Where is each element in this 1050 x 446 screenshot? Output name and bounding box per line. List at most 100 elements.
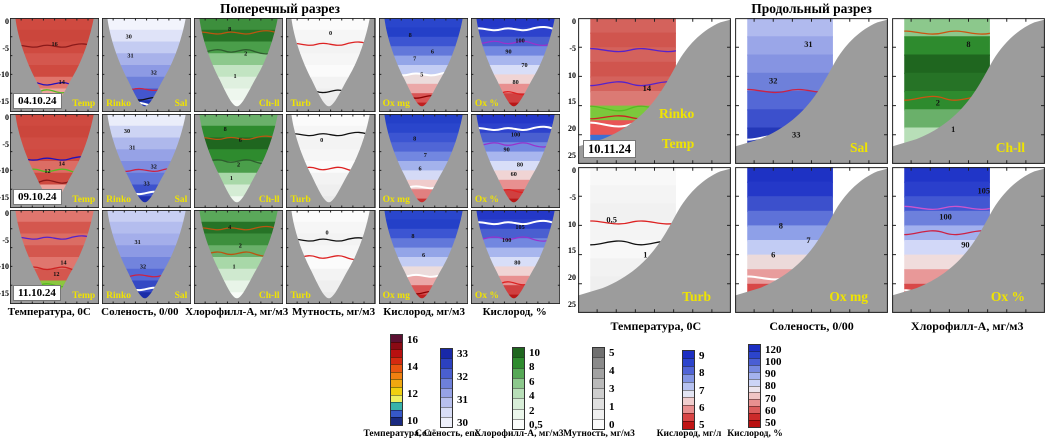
svg-text:32: 32 — [151, 69, 157, 76]
svg-text:8: 8 — [779, 221, 783, 230]
svg-text:8: 8 — [966, 40, 970, 49]
contour-plot-canvas: 8 7 6 5 — [378, 18, 468, 112]
contour-plot-canvas: 0,51 — [578, 167, 731, 313]
y-tick: -5 — [2, 235, 9, 245]
svg-text:1: 1 — [643, 251, 647, 260]
y-tick: 15 — [568, 97, 576, 107]
svg-text:12: 12 — [53, 271, 59, 278]
colorbar-caption: Мутность, мг/м3 — [563, 429, 635, 439]
colorbar-segment — [391, 371, 402, 380]
contour-plot: 8 6 Ox mg — [378, 210, 468, 304]
colorbar-ticks: 16 14 12 10 — [407, 334, 418, 428]
svg-text:30: 30 — [126, 34, 132, 41]
colorbar-tick: 4 — [529, 390, 535, 403]
plot-sensor-label: Sal — [174, 98, 188, 109]
plot-sensor-label: Ox mg — [382, 194, 410, 205]
colorbar-segment — [513, 348, 524, 358]
colorbar-segment — [749, 413, 760, 421]
colorbar-segment — [391, 409, 402, 418]
y-tick: -5 — [569, 192, 576, 202]
plot-sensor-label: Ox % — [474, 290, 499, 301]
svg-text:7: 7 — [806, 236, 810, 245]
plot-sensor-label: Ch-ll — [995, 139, 1025, 155]
y-tick: 25 — [568, 299, 576, 309]
colorbar-segment — [593, 377, 604, 388]
y-tick: 10 — [568, 70, 576, 80]
y-tick: 10 — [568, 219, 576, 229]
colorbar-tick: 9 — [699, 350, 705, 362]
colorbar-segment — [441, 357, 452, 368]
svg-text:0,5: 0,5 — [606, 216, 617, 225]
svg-text:14: 14 — [643, 84, 651, 93]
y-tick: -10 — [0, 70, 9, 80]
plot-sensor-label: Sal — [849, 139, 868, 155]
plot-sensor-label: Ch-ll — [258, 194, 280, 205]
contour-plot-canvas: 0 — [286, 114, 376, 208]
colorbar-segment — [391, 387, 402, 395]
y-tick: 0 — [5, 113, 9, 122]
colorbar-tick: 16 — [407, 334, 418, 346]
plot-sensor-label: Ox % — [474, 98, 499, 109]
contour-plot: 100 90 80 60 Ox % — [470, 114, 560, 208]
svg-text:14: 14 — [59, 161, 66, 168]
contour-plot-canvas: 86 — [378, 210, 468, 304]
colorbar-segment — [593, 348, 604, 358]
plot-sensor-label: Temp — [72, 98, 96, 109]
colorbar-segment — [441, 397, 452, 408]
colorbar-segment — [749, 350, 760, 358]
colorbar-segment — [683, 421, 694, 430]
contour-plot-canvas: 30 31 32 33 — [102, 114, 192, 208]
colorbar-tick: 70 — [765, 392, 776, 405]
plot-sensor-label: Temp — [72, 194, 96, 205]
y-tick: 0 — [5, 209, 9, 218]
svg-text:7: 7 — [413, 55, 417, 62]
contour-plot: 8 7 6 Ox mg — [378, 114, 468, 208]
svg-text:2: 2 — [244, 50, 247, 57]
colorbar-tick: 1 — [609, 401, 615, 413]
plot-sensor-label: Rinko — [106, 98, 131, 109]
plot-sensor-label: Sal — [174, 194, 188, 205]
colorbar-caption: Температура, С — [363, 429, 431, 439]
colorbar-segment — [441, 387, 452, 398]
contour-plot-canvas: 0 — [286, 18, 376, 112]
contour-plot-canvas: 8 2 1 — [892, 18, 1045, 164]
colorbar — [440, 348, 453, 428]
colorbar-segment — [749, 399, 760, 407]
contour-plot: 4 2 1 Ch-ll — [194, 210, 284, 304]
colorbar-segment — [749, 392, 760, 400]
colorbar-tick: 32 — [457, 371, 468, 383]
svg-text:5: 5 — [420, 71, 423, 78]
svg-text:12: 12 — [44, 168, 50, 175]
transverse-variable-labels: Температура, 0С Соленость, 0/00 Хлорофилл-… — [4, 306, 560, 318]
colorbar-tick: 90 — [765, 368, 776, 381]
svg-text:32: 32 — [769, 77, 777, 86]
colorbar-segment — [391, 379, 402, 388]
svg-text:105: 105 — [515, 224, 524, 231]
colorbar-segment — [593, 418, 604, 429]
colorbar-tick: 6 — [529, 375, 535, 388]
contour-plot-canvas: 0 — [286, 210, 376, 304]
contour-plot: 0,5 1 Turb — [578, 167, 731, 313]
svg-text:0: 0 — [326, 229, 329, 236]
column-label: Кислород, мг/м3 — [383, 306, 466, 318]
contour-plot: 30 31 32 Rinko Sal — [102, 18, 192, 112]
contour-plot: 0 Turb — [286, 114, 376, 208]
contour-plot-canvas: 105 100 90 — [892, 167, 1045, 313]
y-tick: -15 — [0, 192, 9, 202]
plot-sensor-label: Temp — [661, 135, 695, 151]
y-tick: -15 — [0, 288, 9, 298]
plot-sensor-label: Sal — [174, 290, 188, 301]
plot-sensor-label: Rinko — [106, 290, 131, 301]
svg-text:31: 31 — [804, 40, 812, 49]
colorbar-segment — [513, 418, 524, 429]
svg-text:6: 6 — [431, 49, 435, 56]
plot-sensor-label: Turb — [290, 98, 311, 109]
colorbar-segment — [391, 335, 402, 342]
colorbar-segment — [513, 398, 524, 409]
contour-plot: 8 2 1 Ch-ll — [194, 18, 284, 112]
plot-sensor-label: Ch-ll — [258, 290, 280, 301]
colorbar-segment — [749, 345, 760, 351]
svg-text:8: 8 — [413, 135, 416, 142]
y-tick: 25 — [568, 150, 576, 160]
svg-text:1: 1 — [234, 73, 237, 80]
